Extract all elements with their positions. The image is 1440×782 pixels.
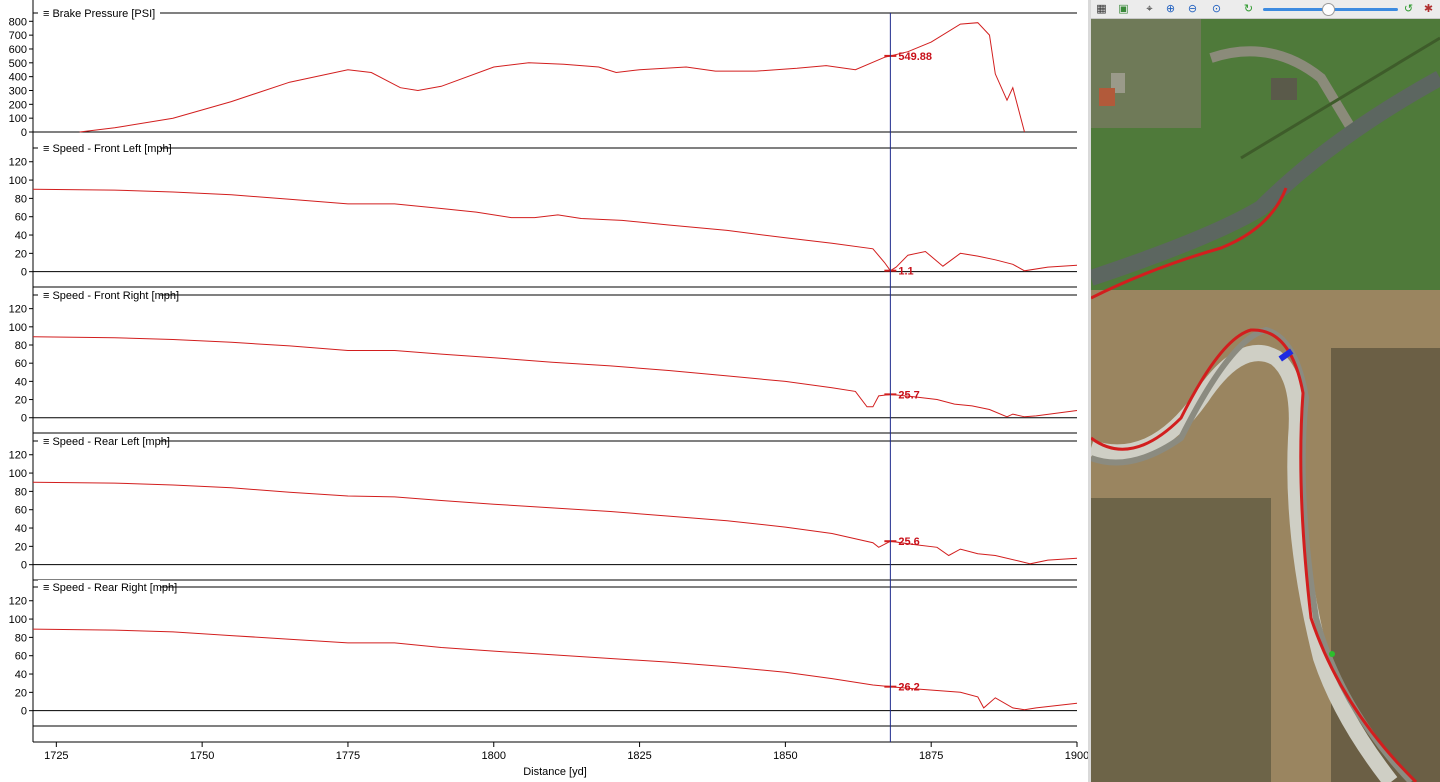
y-tick-label: 20 — [15, 687, 27, 699]
y-tick-label: 0 — [21, 127, 27, 139]
zoom-slider-thumb[interactable] — [1322, 3, 1335, 16]
zoom-in-icon[interactable]: ⊕ — [1165, 2, 1176, 15]
y-tick-label: 120 — [9, 450, 27, 462]
building — [1271, 78, 1297, 100]
series-line — [32, 481, 1078, 565]
y-tick-label: 40 — [15, 376, 27, 388]
track-edge — [1091, 326, 1414, 782]
y-tick-label: 500 — [9, 58, 27, 70]
panel-title-background — [38, 141, 160, 154]
y-tick-label: 120 — [9, 596, 27, 608]
lap-start-marker — [1329, 651, 1335, 657]
panel-title-background — [38, 580, 160, 593]
y-tick-label: 60 — [15, 651, 27, 663]
panel-title[interactable]: ≡ Speed - Front Left [mph] — [43, 143, 172, 155]
series-line — [32, 628, 1078, 711]
cursor-value-label: 549.88 — [898, 51, 932, 63]
racing-line-upper — [1091, 187, 1288, 300]
panel-title-background — [38, 434, 160, 447]
y-tick-label: 40 — [15, 230, 27, 242]
hedgerow — [1240, 36, 1440, 160]
x-tick-label: 1850 — [773, 750, 797, 762]
y-tick-label: 100 — [9, 614, 27, 626]
map-layer-icon[interactable]: ▣ — [1118, 2, 1129, 15]
x-tick-label: 1900 — [1065, 750, 1088, 762]
y-tick-label: 60 — [15, 358, 27, 370]
x-tick-label: 1875 — [919, 750, 943, 762]
map-tile-buildings — [1091, 18, 1201, 128]
y-tick-label: 80 — [15, 340, 27, 352]
grid-icon[interactable]: ▦ — [1096, 2, 1107, 15]
y-tick-label: 80 — [15, 632, 27, 644]
y-tick-label: 0 — [21, 706, 27, 718]
refresh-icon[interactable]: ↻ — [1243, 2, 1254, 15]
y-tick-label: 60 — [15, 212, 27, 224]
x-axis-label: Distance [yd] — [523, 766, 587, 778]
reset-icon[interactable]: ↺ — [1403, 2, 1414, 15]
x-tick-label: 1775 — [336, 750, 360, 762]
y-tick-label: 700 — [9, 30, 27, 42]
panel-title[interactable]: ≡ Speed - Front Right [mph] — [43, 290, 179, 302]
y-tick-label: 40 — [15, 669, 27, 681]
y-tick-label: 100 — [9, 322, 27, 334]
x-tick-label: 1800 — [482, 750, 506, 762]
x-tick-label: 1825 — [627, 750, 651, 762]
pane-splitter[interactable] — [1088, 0, 1091, 782]
y-tick-label: 40 — [15, 523, 27, 535]
track-surface — [1091, 70, 1440, 286]
series-line — [79, 22, 1025, 133]
settings-icon[interactable]: ✱ — [1423, 2, 1434, 15]
y-tick-label: 60 — [15, 505, 27, 517]
telemetry-plot-area[interactable]: ≡ Brake Pressure [PSI] 0 100 200 300 400 500 60… — [0, 0, 1088, 782]
y-tick-label: 100 — [9, 468, 27, 480]
cursor-value-label: 25.6 — [898, 536, 919, 548]
y-tick-label: 400 — [9, 72, 27, 84]
panel-title-background — [38, 288, 160, 301]
car-position-marker — [1278, 348, 1294, 362]
cursor-value-label: 26.2 — [898, 682, 919, 694]
building — [1099, 88, 1115, 106]
racing-line-lower — [1091, 328, 1418, 782]
series-line — [32, 188, 1078, 272]
zoom-fit-icon[interactable]: ⊙ — [1211, 2, 1222, 15]
y-tick-label: 0 — [21, 560, 27, 572]
track-map-panel[interactable]: ▦ ▣ ⌖ ⊕ ⊖ ⊙ ↻ ↺ ✱ — [1091, 0, 1440, 782]
access-road — [1209, 46, 1356, 131]
select-pointer-icon[interactable]: ⌖ — [1146, 2, 1153, 15]
panel-title[interactable]: ≡ Speed - Rear Right [mph] — [43, 582, 177, 594]
woodland — [1091, 498, 1271, 782]
y-tick-label: 100 — [9, 113, 27, 125]
y-tick-label: 20 — [15, 541, 27, 553]
y-tick-label: 100 — [9, 175, 27, 187]
telemetry-charts[interactable]: ≡ Brake Pressure [PSI]010020030040050060… — [0, 0, 1088, 782]
y-tick-label: 120 — [9, 304, 27, 316]
y-tick-label: 20 — [15, 248, 27, 260]
track-surface-lower — [1091, 345, 1398, 782]
y-tick-label: 300 — [9, 85, 27, 97]
y-tick-label: 800 — [9, 16, 27, 28]
y-tick-label: 0 — [21, 413, 27, 425]
y-tick-label: 20 — [15, 395, 27, 407]
y-tick-label: 120 — [9, 157, 27, 169]
x-tick-label: 1750 — [190, 750, 214, 762]
y-tick-label: 0 — [21, 267, 27, 279]
y-tick-label: 200 — [9, 99, 27, 111]
y-tick-label: 80 — [15, 193, 27, 205]
zoom-out-icon[interactable]: ⊖ — [1187, 2, 1198, 15]
x-tick-label: 1725 — [44, 750, 68, 762]
cursor-value-label: 1.1 — [898, 266, 913, 278]
cursor-value-label: 25.7 — [898, 389, 919, 401]
y-tick-label: 80 — [15, 486, 27, 498]
satellite-map[interactable] — [1091, 18, 1440, 782]
y-tick-label: 600 — [9, 44, 27, 56]
map-toolbar: ▦ ▣ ⌖ ⊕ ⊖ ⊙ ↻ ↺ ✱ — [1091, 0, 1440, 19]
panel-title[interactable]: ≡ Brake Pressure [PSI] — [43, 8, 155, 20]
panel-title-background — [38, 6, 160, 19]
series-line — [32, 336, 1078, 418]
panel-title[interactable]: ≡ Speed - Rear Left [mph] — [43, 436, 170, 448]
